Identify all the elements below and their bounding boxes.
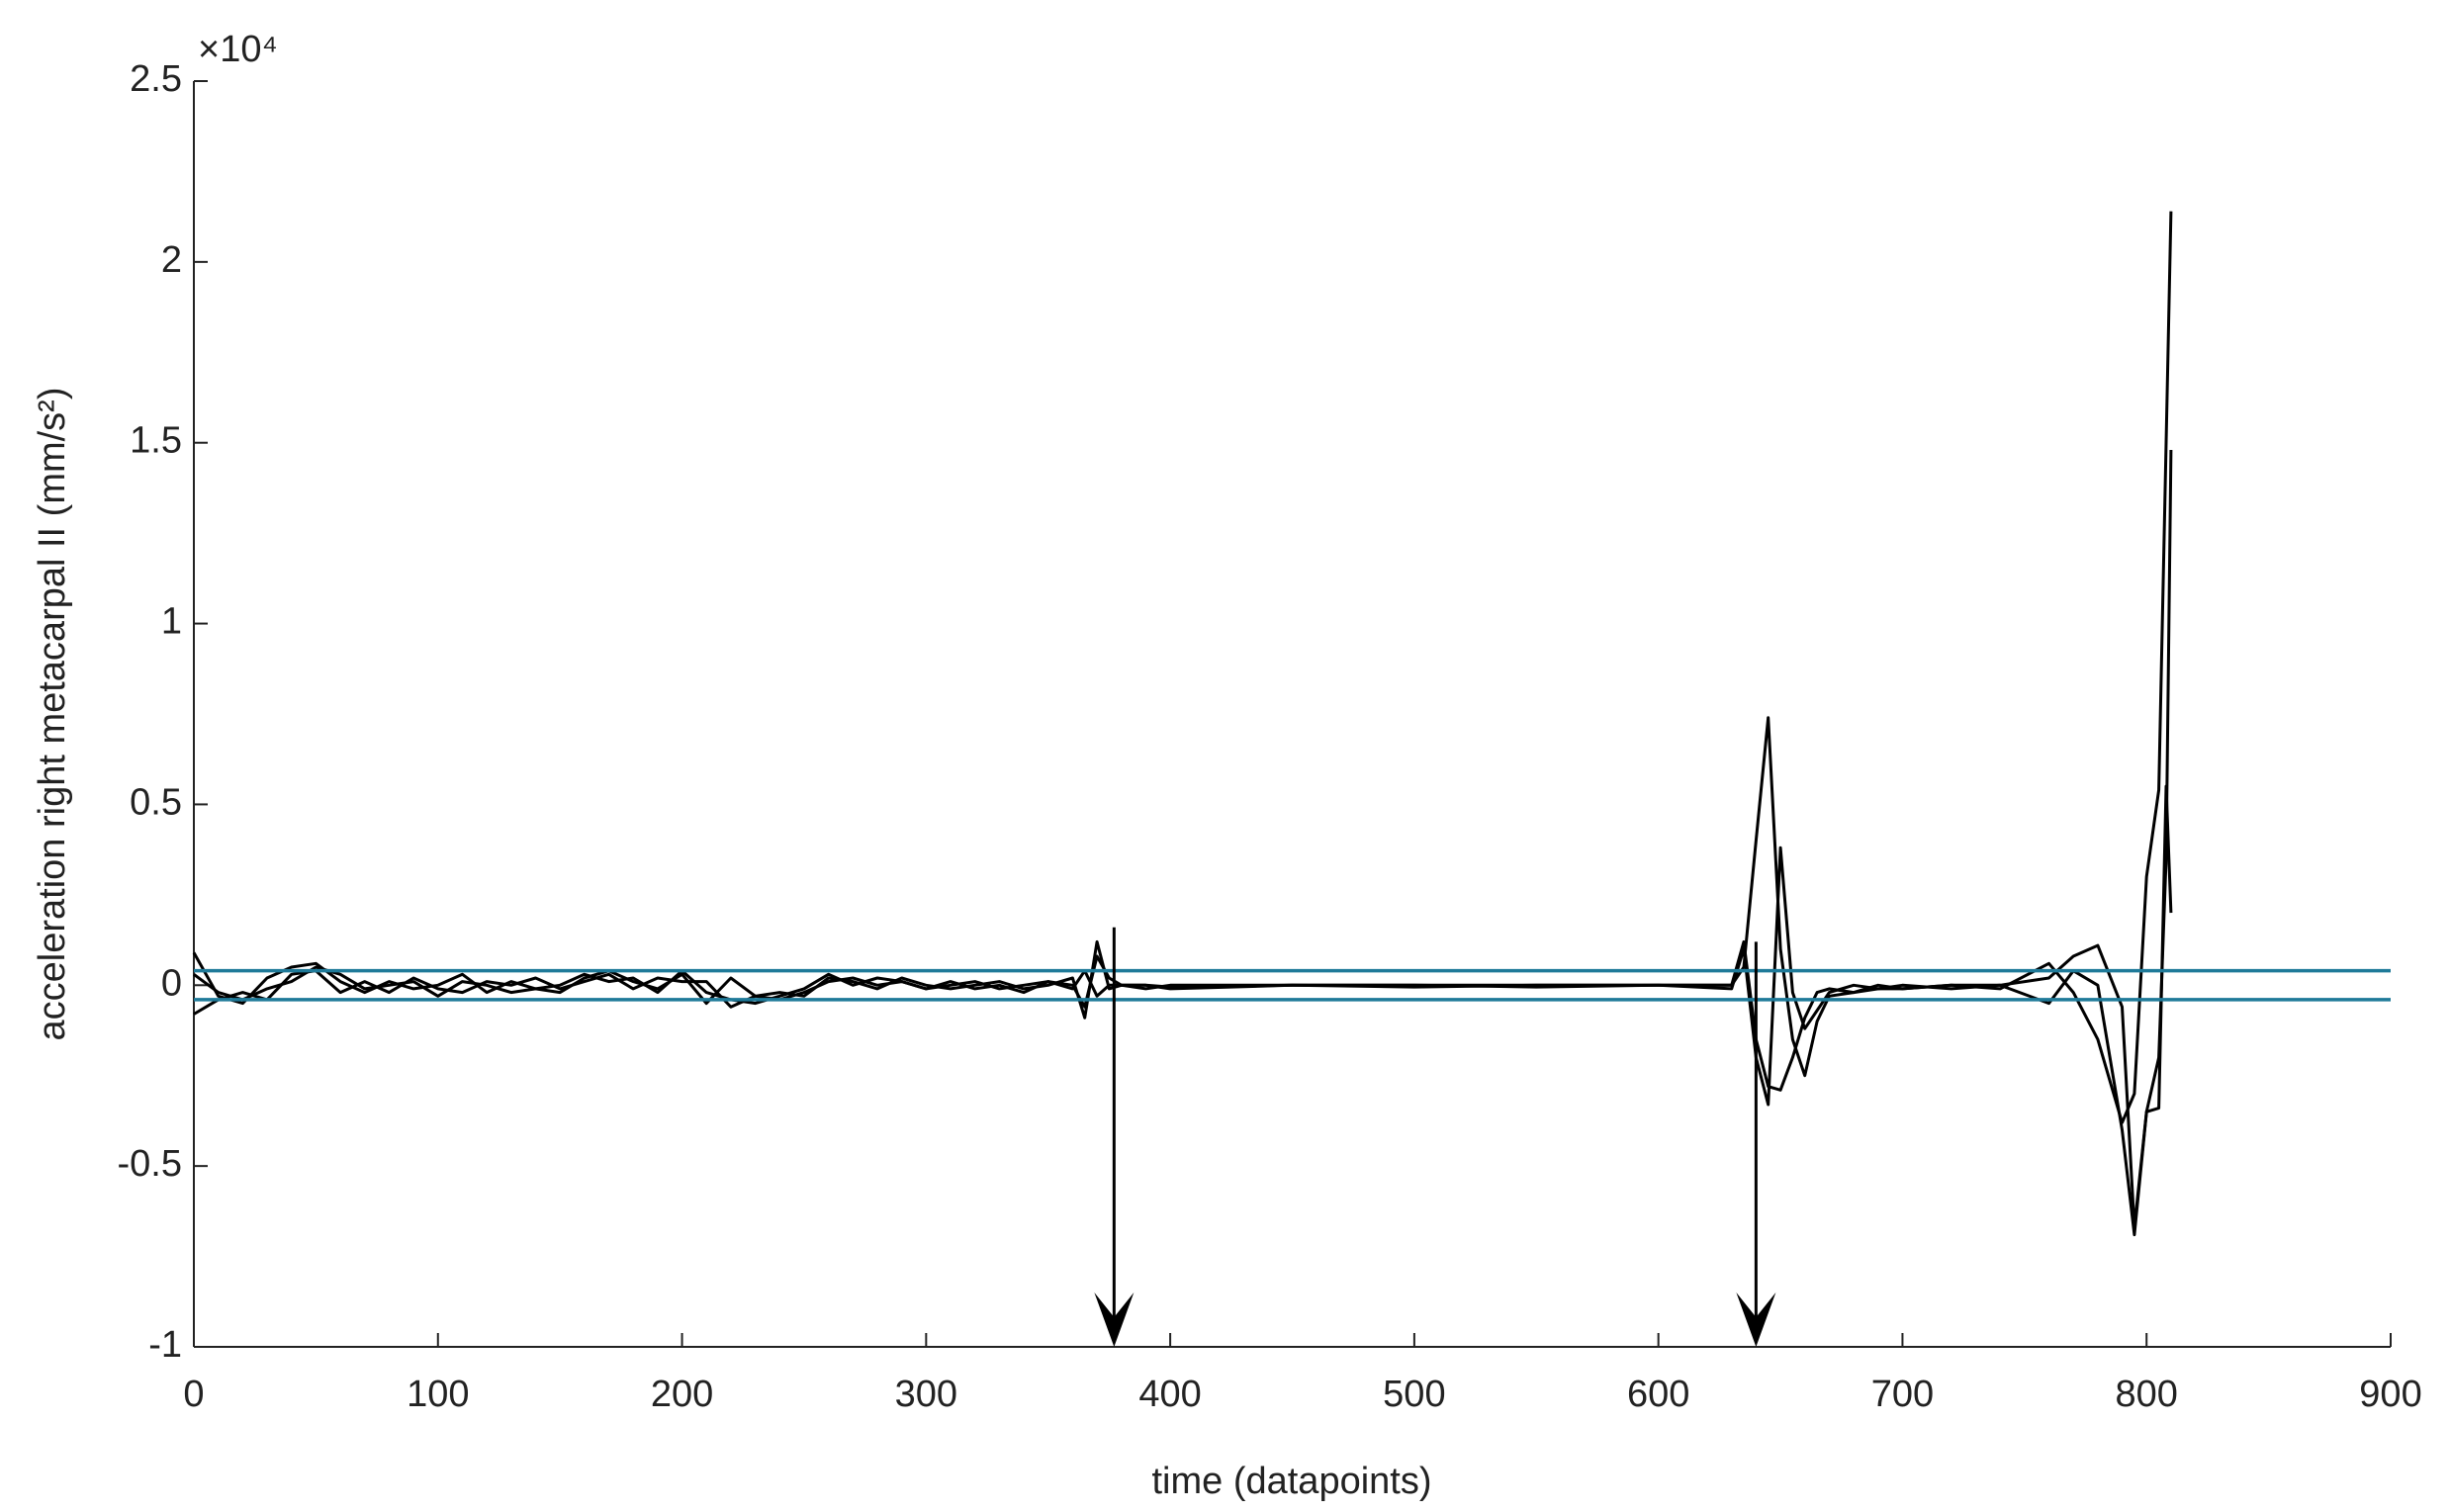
data-line (193, 449, 2173, 1237)
x-tick-label: 400 (1138, 1374, 1201, 1415)
y-tick-label: 0 (161, 962, 182, 1004)
y-exponent: ×10⁴ (198, 29, 278, 70)
x-tick-label: 300 (895, 1374, 957, 1415)
arrow-head (1736, 1292, 1776, 1347)
x-tick-label: 0 (183, 1374, 204, 1415)
data-line (193, 784, 2173, 1229)
y-axis-label: acceleration right metacarpal II (mm/s²) (32, 388, 73, 1041)
x-tick-label: 200 (651, 1374, 713, 1415)
x-tick-label: 500 (1383, 1374, 1445, 1415)
y-tick-label: 2.5 (130, 58, 182, 100)
x-tick-label: 700 (1871, 1374, 1934, 1415)
x-tick-label: 800 (2116, 1374, 2178, 1415)
y-tick-label: -0.5 (118, 1143, 182, 1185)
y-tick-label: -1 (148, 1324, 182, 1366)
x-tick-label: 100 (407, 1374, 469, 1415)
y-tick-label: 2 (161, 239, 182, 281)
x-tick-label: 900 (2359, 1374, 2421, 1415)
y-tick-label: 1.5 (130, 420, 182, 462)
arrow-head (1094, 1292, 1134, 1347)
x-tick-label: 600 (1627, 1374, 1689, 1415)
x-axis-label: time (datapoints) (1151, 1461, 1431, 1502)
y-tick-label: 1 (161, 601, 182, 643)
y-tick-label: 0.5 (130, 781, 182, 823)
